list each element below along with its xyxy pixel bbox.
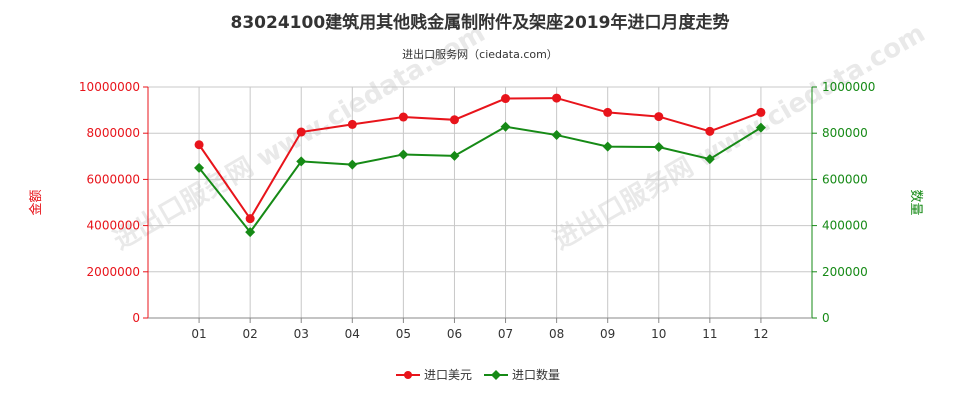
- x-axis-tick-label: 11: [702, 327, 717, 341]
- series-layer: [194, 93, 766, 238]
- data-point-quantity: [245, 227, 256, 238]
- y-axis-right-tick-label: 1000000: [822, 80, 875, 94]
- series-line-quantity: [198, 125, 762, 234]
- data-point-quantity: [653, 142, 664, 153]
- y-axis-left-tick-label: 4000000: [87, 219, 140, 233]
- data-point-quantity: [449, 150, 460, 161]
- y-axis-right-label: 数量: [908, 189, 923, 215]
- data-point-value: [194, 140, 204, 150]
- y-axis-left-tick-label: 0: [132, 311, 140, 325]
- series-line-value: [198, 97, 762, 221]
- x-axis-tick-label: 05: [396, 327, 411, 341]
- data-point-quantity: [347, 159, 358, 170]
- chart-title: 83024100建筑用其他贱金属制附件及架座2019年进口月度走势: [231, 12, 730, 33]
- data-point-value: [398, 112, 408, 122]
- axes: 0200000040000006000000800000010000000020…: [79, 80, 876, 341]
- y-axis-right-tick-label: 200000: [822, 265, 868, 279]
- data-point-value: [347, 119, 357, 129]
- data-point-quantity: [551, 130, 562, 141]
- data-point-value: [296, 127, 306, 137]
- y-axis-right-tick-label: 600000: [822, 172, 868, 186]
- y-axis-left-tick-label: 10000000: [79, 80, 140, 94]
- data-point-quantity: [704, 154, 715, 165]
- x-axis-tick-label: 07: [498, 327, 513, 341]
- data-point-value: [501, 94, 511, 104]
- data-point-quantity: [296, 156, 307, 167]
- data-point-quantity: [755, 122, 766, 133]
- y-axis-left-tick-label: 6000000: [87, 172, 140, 186]
- x-axis-tick-label: 04: [345, 327, 360, 341]
- data-point-value: [245, 214, 255, 224]
- data-point-value: [756, 107, 766, 117]
- x-axis-tick-label: 08: [549, 327, 564, 341]
- data-point-value: [449, 115, 459, 125]
- data-point-value: [603, 107, 613, 117]
- data-point-value: [654, 112, 664, 122]
- x-axis-tick-label: 06: [447, 327, 462, 341]
- x-axis-tick-label: 12: [753, 327, 768, 341]
- legend-label: 进口数量: [512, 367, 560, 382]
- x-axis-tick-label: 01: [191, 327, 206, 341]
- x-axis-tick-label: 03: [294, 327, 309, 341]
- y-axis-left-label: 金额: [28, 189, 44, 215]
- legend-marker-diamond: [491, 370, 501, 380]
- data-point-quantity: [500, 121, 511, 132]
- y-axis-right-tick-label: 0: [822, 311, 830, 325]
- data-point-quantity: [602, 141, 613, 152]
- x-axis-tick-label: 10: [651, 327, 666, 341]
- x-axis-tick-label: 09: [600, 327, 615, 341]
- legend-label: 进口美元: [424, 368, 472, 382]
- data-point-quantity: [398, 149, 409, 160]
- y-axis-left-tick-label: 2000000: [87, 265, 140, 279]
- x-axis-tick-label: 02: [243, 327, 258, 341]
- legend-marker-circle: [404, 371, 412, 379]
- y-axis-right-tick-label: 400000: [822, 219, 868, 233]
- watermark-text: 进出口服务网 www.ciedata.com: [549, 18, 931, 256]
- grid-lines: [147, 86, 813, 319]
- data-point-value: [552, 93, 562, 103]
- y-axis-left-tick-label: 8000000: [87, 126, 140, 140]
- legend[interactable]: 进口美元 进口数量: [396, 367, 560, 382]
- data-point-value: [705, 126, 715, 136]
- data-point-quantity: [194, 162, 205, 173]
- y-axis-right-tick-label: 800000: [822, 126, 868, 140]
- chart-subtitle: 进出口服务网（ciedata.com）: [402, 47, 558, 61]
